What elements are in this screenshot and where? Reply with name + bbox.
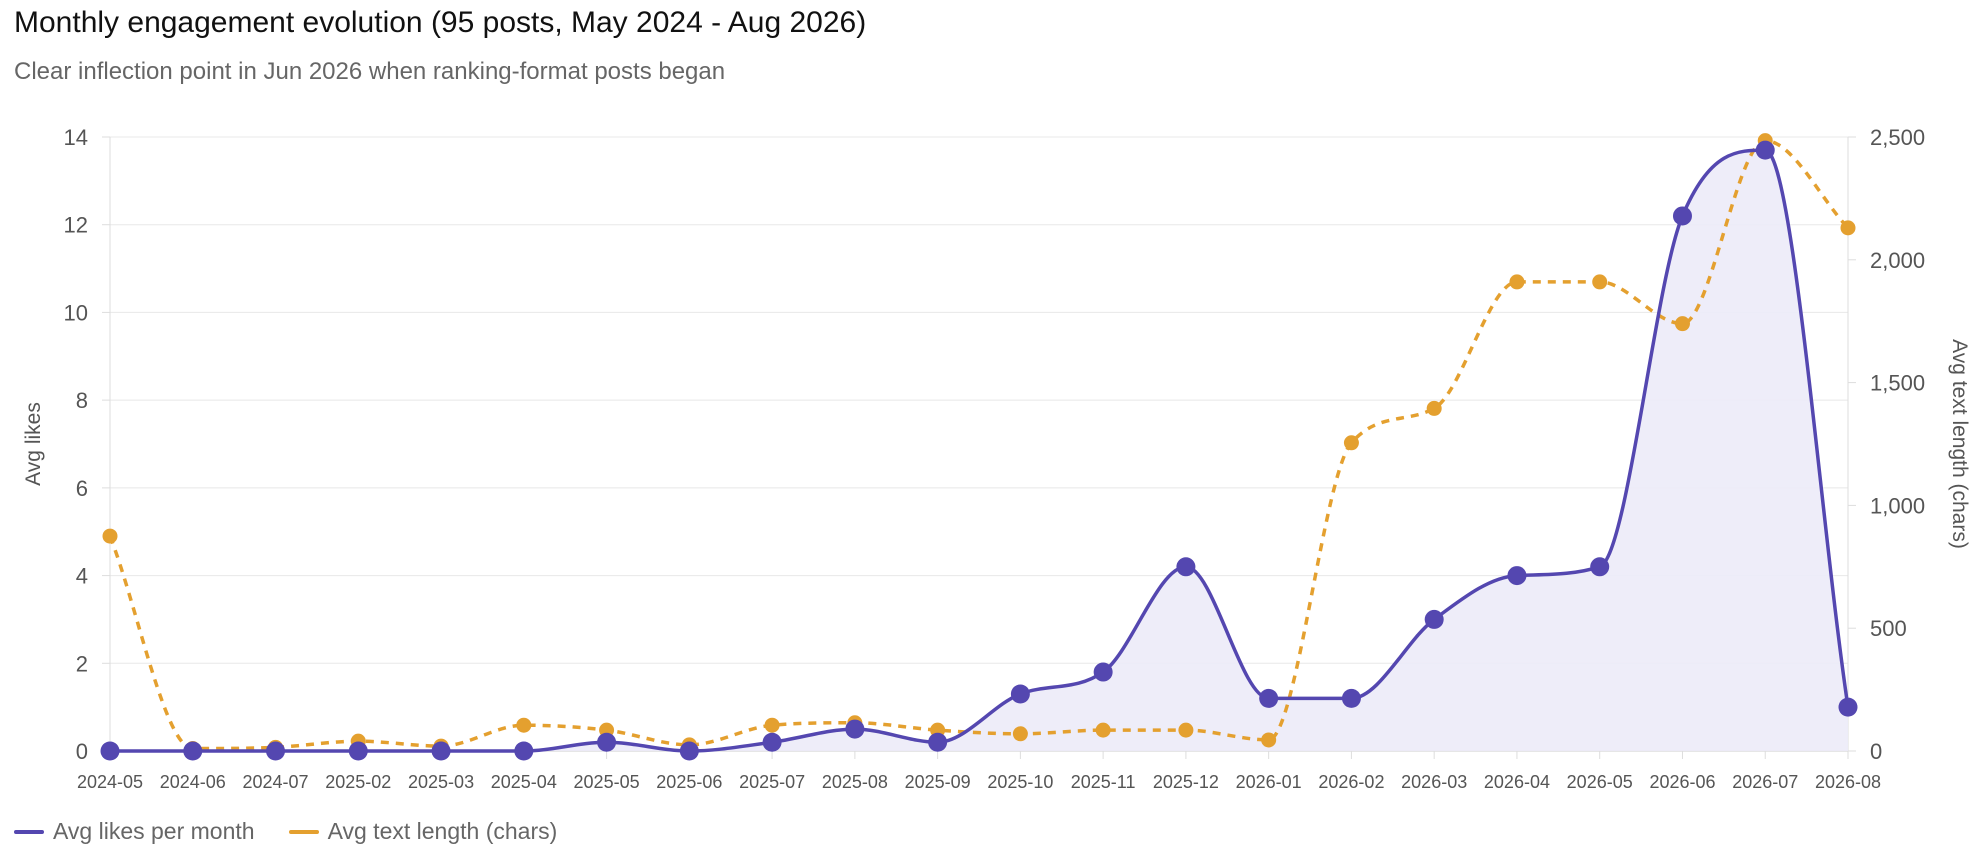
likes-area (110, 150, 1848, 751)
text-length-point (1178, 722, 1194, 738)
text-length-point (1840, 220, 1856, 236)
text-length-point (516, 717, 532, 733)
y2-tick-label: 2,000 (1870, 248, 1925, 273)
y2-tick-label: 500 (1870, 616, 1907, 641)
likes-point (100, 741, 120, 761)
x-tick-label: 2024-07 (242, 772, 308, 792)
likes-point (348, 741, 368, 761)
legend-swatch-text-length (288, 829, 319, 834)
y-tick-label: 8 (76, 388, 88, 413)
text-length-point (1095, 722, 1111, 738)
y-tick-label: 4 (76, 564, 88, 589)
x-tick-label: 2025-08 (822, 772, 888, 792)
chart-title: Monthly engagement evolution (95 posts, … (14, 6, 867, 39)
text-length-point (1261, 732, 1277, 748)
y-axis-title: Avg likes (22, 402, 45, 486)
text-length-point (1674, 316, 1690, 332)
likes-point (1672, 206, 1692, 226)
likes-point (679, 741, 699, 761)
likes-point (514, 741, 534, 761)
x-tick-label: 2024-06 (160, 772, 226, 792)
y2-tick-label: 1,500 (1870, 371, 1925, 396)
likes-point (183, 741, 203, 761)
y-tick-label: 10 (64, 300, 88, 325)
legend-label-likes: Avg likes per month (53, 818, 255, 844)
x-tick-label: 2025-03 (408, 772, 474, 792)
likes-point (1507, 566, 1527, 586)
x-tick-label: 2025-09 (905, 772, 971, 792)
x-tick-label: 2025-04 (491, 772, 557, 792)
x-tick-label: 2025-11 (1071, 772, 1136, 792)
likes-point (431, 741, 451, 761)
legend-label-text-length: Avg text length (chars) (327, 818, 558, 844)
likes-point (1093, 662, 1113, 682)
likes-point (1259, 688, 1279, 708)
text-length-point (1592, 274, 1608, 290)
x-tick-label: 2024-05 (77, 772, 143, 792)
likes-point (762, 732, 782, 752)
text-length-point (1426, 400, 1442, 416)
y-tick-label: 12 (64, 213, 88, 238)
x-tick-label: 2026-08 (1815, 772, 1881, 792)
x-tick-label: 2026-02 (1318, 772, 1384, 792)
legend-item-text-length[interactable]: Avg text length (chars) (288, 818, 558, 845)
likes-point (1590, 557, 1610, 577)
text-length-point (1012, 726, 1028, 742)
y-tick-label: 14 (64, 125, 88, 150)
x-tick-label: 2026-01 (1236, 772, 1302, 792)
text-length-point (102, 528, 118, 544)
y-tick-label: 2 (76, 651, 88, 676)
text-length-point (1509, 274, 1525, 290)
likes-point (1755, 140, 1775, 160)
likes-point (1424, 609, 1444, 629)
x-tick-label: 2026-05 (1567, 772, 1633, 792)
likes-point (1010, 684, 1030, 704)
y-tick-label: 0 (76, 739, 88, 764)
y2-tick-label: 2,500 (1870, 125, 1925, 150)
likes-point (1176, 557, 1196, 577)
legend-item-likes[interactable]: Avg likes per month (14, 818, 255, 845)
x-tick-label: 2026-03 (1401, 772, 1467, 792)
text-length-point (1343, 435, 1359, 451)
text-length-point (764, 717, 780, 733)
y2-axis-title: Avg text length (chars) (1948, 339, 1971, 549)
x-tick-label: 2026-06 (1649, 772, 1715, 792)
x-tick-label: 2026-04 (1484, 772, 1550, 792)
x-tick-label: 2025-06 (656, 772, 722, 792)
y2-tick-label: 1,000 (1870, 493, 1925, 518)
x-tick-label: 2025-10 (987, 772, 1053, 792)
chart-legend: Avg likes per month Avg text length (cha… (14, 818, 591, 845)
likes-point (845, 719, 865, 739)
x-tick-label: 2025-05 (574, 772, 640, 792)
x-tick-label: 2025-12 (1153, 772, 1219, 792)
likes-point (1341, 688, 1361, 708)
legend-swatch-likes (14, 829, 44, 834)
likes-point (1838, 697, 1858, 717)
likes-point (928, 732, 948, 752)
likes-point (266, 741, 286, 761)
x-tick-label: 2026-07 (1732, 772, 1798, 792)
x-tick-label: 2025-02 (325, 772, 391, 792)
x-tick-label: 2025-07 (739, 772, 805, 792)
y-tick-label: 6 (76, 476, 88, 501)
likes-point (597, 732, 617, 752)
y2-tick-label: 0 (1870, 739, 1882, 764)
chart-subtitle: Clear inflection point in Jun 2026 when … (14, 58, 726, 85)
